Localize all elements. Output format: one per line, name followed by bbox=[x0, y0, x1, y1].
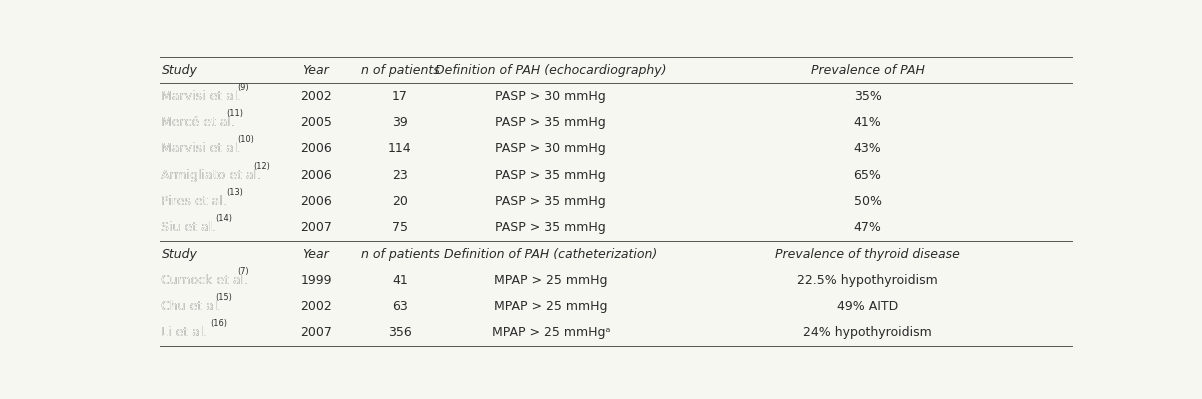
Text: Pires et al.: Pires et al. bbox=[161, 195, 227, 208]
Text: (15): (15) bbox=[215, 293, 232, 302]
Text: 2006: 2006 bbox=[300, 169, 332, 182]
Text: 41: 41 bbox=[392, 274, 407, 287]
Text: 50%: 50% bbox=[853, 195, 881, 208]
Text: PASP > 35 mmHg: PASP > 35 mmHg bbox=[495, 116, 606, 129]
Text: 356: 356 bbox=[388, 326, 412, 339]
Text: Prevalence of PAH: Prevalence of PAH bbox=[810, 64, 924, 77]
Text: 2007: 2007 bbox=[300, 221, 332, 234]
Text: Li et al.: Li et al. bbox=[161, 326, 208, 339]
Text: PASP > 30 mmHg: PASP > 30 mmHg bbox=[495, 90, 606, 103]
Text: Curnock et al.: Curnock et al. bbox=[161, 274, 249, 287]
Text: (16): (16) bbox=[210, 319, 227, 328]
Text: MPAP > 25 mmHg: MPAP > 25 mmHg bbox=[494, 274, 607, 287]
Text: 2006: 2006 bbox=[300, 142, 332, 156]
Text: Mercé et al.: Mercé et al. bbox=[161, 116, 236, 129]
Text: 1999: 1999 bbox=[300, 274, 332, 287]
Text: (10): (10) bbox=[237, 135, 254, 144]
Text: 2006: 2006 bbox=[300, 195, 332, 208]
Text: (14): (14) bbox=[215, 214, 232, 223]
Text: (9): (9) bbox=[237, 83, 249, 92]
Text: PASP > 35 mmHg: PASP > 35 mmHg bbox=[495, 195, 606, 208]
Text: 2002: 2002 bbox=[300, 300, 332, 313]
Text: Study: Study bbox=[161, 64, 197, 77]
Text: Marvisi et al.: Marvisi et al. bbox=[161, 90, 242, 103]
Text: Definition of PAH (echocardiography): Definition of PAH (echocardiography) bbox=[435, 64, 667, 77]
Text: 2005: 2005 bbox=[300, 116, 332, 129]
Text: PASP > 35 mmHg: PASP > 35 mmHg bbox=[495, 169, 606, 182]
Text: (13): (13) bbox=[226, 188, 243, 197]
Text: Siu et al.: Siu et al. bbox=[161, 221, 216, 234]
Text: 75: 75 bbox=[392, 221, 407, 234]
Text: PASP > 35 mmHg: PASP > 35 mmHg bbox=[495, 221, 606, 234]
Text: Marvisi et al.: Marvisi et al. bbox=[161, 142, 242, 156]
Text: (12): (12) bbox=[254, 162, 270, 170]
Text: 2007: 2007 bbox=[300, 326, 332, 339]
Text: n of patients: n of patients bbox=[361, 64, 439, 77]
Text: Marvisi et al.: Marvisi et al. bbox=[161, 90, 242, 103]
Text: Armigliato et al.: Armigliato et al. bbox=[161, 169, 262, 182]
Text: Pires et al.: Pires et al. bbox=[161, 195, 227, 208]
Text: 17: 17 bbox=[392, 90, 407, 103]
Text: 49% AITD: 49% AITD bbox=[837, 300, 898, 313]
Text: 23: 23 bbox=[392, 169, 407, 182]
Text: MPAP > 25 mmHgᵃ: MPAP > 25 mmHgᵃ bbox=[492, 326, 609, 339]
Text: Marvisi et al.: Marvisi et al. bbox=[161, 142, 242, 156]
Text: 63: 63 bbox=[392, 300, 407, 313]
Text: 24% hypothyroidism: 24% hypothyroidism bbox=[803, 326, 932, 339]
Text: Curnock et al.: Curnock et al. bbox=[161, 274, 249, 287]
Text: Year: Year bbox=[303, 247, 329, 261]
Text: (11): (11) bbox=[226, 109, 243, 118]
Text: n of patients: n of patients bbox=[361, 247, 439, 261]
Text: Study: Study bbox=[161, 247, 197, 261]
Text: 43%: 43% bbox=[853, 142, 881, 156]
Text: 20: 20 bbox=[392, 195, 407, 208]
Text: Siu et al.: Siu et al. bbox=[161, 221, 216, 234]
Text: 2002: 2002 bbox=[300, 90, 332, 103]
Text: Armigliato et al.: Armigliato et al. bbox=[161, 169, 262, 182]
Text: Year: Year bbox=[303, 64, 329, 77]
Text: MPAP > 25 mmHg: MPAP > 25 mmHg bbox=[494, 300, 607, 313]
Text: Li et al.: Li et al. bbox=[161, 326, 208, 339]
Text: 65%: 65% bbox=[853, 169, 881, 182]
Text: 39: 39 bbox=[392, 116, 407, 129]
Text: Prevalence of thyroid disease: Prevalence of thyroid disease bbox=[775, 247, 960, 261]
Text: 47%: 47% bbox=[853, 221, 881, 234]
Text: Chu et al.: Chu et al. bbox=[161, 300, 222, 313]
Text: Chu et al.: Chu et al. bbox=[161, 300, 222, 313]
Text: (7): (7) bbox=[237, 267, 249, 276]
Text: Mercé et al.: Mercé et al. bbox=[161, 116, 236, 129]
Text: Definition of PAH (catheterization): Definition of PAH (catheterization) bbox=[445, 247, 657, 261]
Text: 114: 114 bbox=[388, 142, 412, 156]
Text: 35%: 35% bbox=[853, 90, 881, 103]
Text: 41%: 41% bbox=[853, 116, 881, 129]
Text: PASP > 30 mmHg: PASP > 30 mmHg bbox=[495, 142, 606, 156]
Text: 22.5% hypothyroidism: 22.5% hypothyroidism bbox=[797, 274, 938, 287]
